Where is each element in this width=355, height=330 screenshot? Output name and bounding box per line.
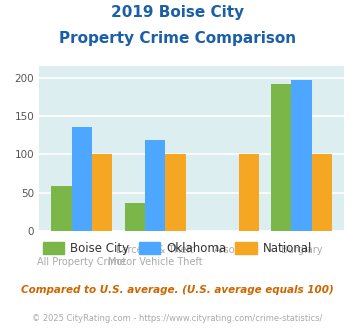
Text: © 2025 CityRating.com - https://www.cityrating.com/crime-statistics/: © 2025 CityRating.com - https://www.city… <box>32 314 323 323</box>
Text: 2019 Boise City: 2019 Boise City <box>111 5 244 20</box>
Bar <box>291 80 312 231</box>
Bar <box>51 186 72 231</box>
Text: Compared to U.S. average. (U.S. average equals 100): Compared to U.S. average. (U.S. average … <box>21 285 334 295</box>
Bar <box>72 127 92 231</box>
Text: Burglary: Burglary <box>281 245 322 255</box>
Bar <box>125 203 145 231</box>
Text: Property Crime Comparison: Property Crime Comparison <box>59 31 296 46</box>
Bar <box>145 140 165 231</box>
Legend: Boise City, Oklahoma, National: Boise City, Oklahoma, National <box>38 237 317 260</box>
Bar <box>239 154 259 231</box>
Bar <box>165 154 186 231</box>
Text: Larceny & Theft: Larceny & Theft <box>116 245 194 255</box>
Text: Motor Vehicle Theft: Motor Vehicle Theft <box>108 257 202 267</box>
Text: Arson: Arson <box>214 245 242 255</box>
Bar <box>312 154 332 231</box>
Text: All Property Crime: All Property Crime <box>37 257 126 267</box>
Bar <box>271 84 291 231</box>
Bar <box>92 154 112 231</box>
